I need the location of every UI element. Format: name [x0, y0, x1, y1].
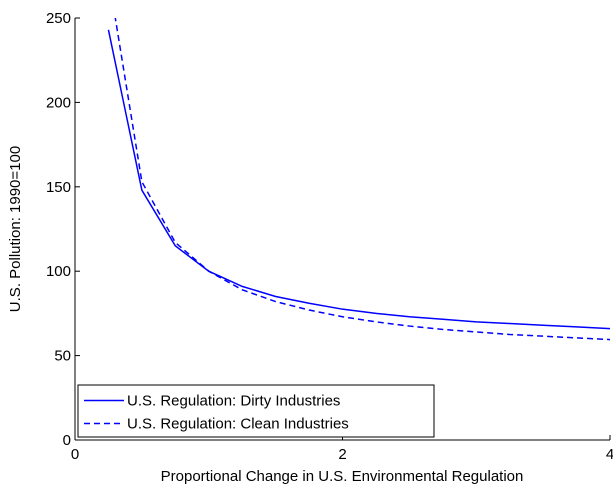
legend-box	[77, 384, 435, 438]
y-tick-label: 200	[46, 94, 71, 111]
plot-area	[107, 18, 610, 341]
legend-label: U.S. Regulation: Clean Industries	[127, 416, 349, 433]
y-tick-label: 50	[54, 348, 71, 365]
x-tick-label: 4	[606, 446, 613, 463]
x-tick-label: 2	[338, 446, 346, 463]
y-tick-label: 0	[63, 432, 71, 449]
y-axis-label: U.S. Pollution: 1990=100	[7, 146, 24, 312]
legend-label: U.S. Regulation: Dirty Industries	[127, 393, 340, 410]
x-axis-label: Proportional Change in U.S. Environmenta…	[161, 468, 524, 485]
line	[114, 18, 610, 341]
y-tick-label: 250	[46, 10, 71, 27]
y-tick-label: 150	[46, 179, 71, 196]
x-tick-label: 0	[71, 446, 79, 463]
line	[107, 29, 610, 330]
y-tick-label: 100	[46, 263, 71, 280]
